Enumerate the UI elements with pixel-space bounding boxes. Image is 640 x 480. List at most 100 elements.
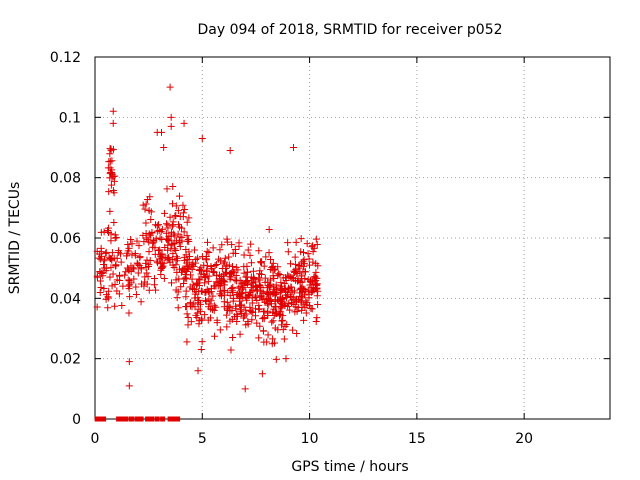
data-point <box>139 201 147 209</box>
data-point <box>257 271 265 279</box>
zero-marker <box>154 416 160 422</box>
data-point <box>293 330 301 338</box>
data-point <box>311 277 319 285</box>
data-point <box>276 312 284 320</box>
data-point <box>220 281 228 289</box>
data-point <box>217 279 225 287</box>
data-point <box>174 288 182 296</box>
x-tick-label: 20 <box>515 431 533 447</box>
data-point <box>252 283 260 291</box>
data-point <box>239 285 247 293</box>
data-point <box>228 241 236 249</box>
data-point <box>125 358 133 366</box>
zero-marker <box>175 416 181 422</box>
data-point <box>160 209 168 217</box>
x-tick-label: 0 <box>91 431 100 447</box>
data-point <box>107 264 115 272</box>
data-point <box>292 238 300 246</box>
data-point <box>237 301 245 309</box>
data-point <box>184 314 192 322</box>
data-point <box>226 275 234 283</box>
axis-ticks: 0 5 10 15 20 0 0.02 0.04 0.06 0.08 0.1 0.12 <box>50 50 610 447</box>
data-point <box>274 263 282 271</box>
data-point <box>160 144 168 151</box>
data-point <box>253 319 261 327</box>
data-point <box>155 226 163 234</box>
data-point <box>153 257 161 265</box>
data-point <box>145 248 153 256</box>
data-point <box>312 235 320 243</box>
data-point <box>247 284 255 292</box>
data-point <box>263 284 271 292</box>
zero-marker <box>128 416 134 422</box>
data-point <box>232 305 240 313</box>
data-point <box>109 172 117 180</box>
data-point <box>304 250 312 258</box>
data-point <box>157 266 165 274</box>
data-point <box>135 242 143 250</box>
data-point <box>281 280 289 288</box>
data-point <box>297 272 305 280</box>
data-point <box>297 248 305 256</box>
data-point <box>121 271 129 279</box>
data-point <box>217 272 225 280</box>
data-point <box>167 113 175 121</box>
data-point <box>131 250 139 258</box>
data-point <box>268 318 276 326</box>
data-point <box>116 272 124 280</box>
data-point <box>130 275 138 283</box>
data-point <box>172 261 180 269</box>
data-point <box>232 250 240 258</box>
data-point <box>164 246 172 254</box>
data-point <box>125 244 133 252</box>
data-point <box>205 248 213 256</box>
data-point <box>183 218 191 226</box>
data-point <box>229 283 237 291</box>
data-point <box>118 302 126 310</box>
data-point <box>223 238 231 246</box>
data-point <box>172 253 180 261</box>
data-point <box>106 273 114 281</box>
data-point <box>289 274 297 282</box>
data-point <box>284 302 292 310</box>
data-point <box>256 322 264 330</box>
data-point <box>144 196 152 204</box>
data-point <box>260 308 268 316</box>
data-point <box>198 287 206 295</box>
zero-marker <box>123 416 129 422</box>
data-point <box>213 260 221 268</box>
data-point <box>172 202 180 210</box>
data-point <box>255 305 263 313</box>
data-point <box>165 233 173 241</box>
data-point <box>227 284 235 292</box>
data-point <box>235 239 243 247</box>
data-point <box>108 249 116 257</box>
data-point <box>180 228 188 236</box>
data-point <box>246 303 254 311</box>
data-point <box>204 316 212 324</box>
data-point <box>107 145 115 153</box>
data-point <box>274 326 282 334</box>
data-point <box>105 188 113 196</box>
data-point <box>113 254 121 262</box>
data-point <box>110 219 118 227</box>
data-point <box>310 273 318 281</box>
data-point <box>125 382 133 390</box>
data-point <box>166 83 174 91</box>
data-point <box>142 263 150 271</box>
data-point <box>173 254 181 262</box>
data-point <box>96 289 104 297</box>
data-point <box>247 259 255 267</box>
y-tick-label: 0.12 <box>50 50 81 66</box>
data-point <box>314 301 322 309</box>
x-tick-label: 5 <box>198 431 207 447</box>
data-point <box>192 280 200 288</box>
data-point <box>191 246 199 254</box>
data-point <box>167 279 175 287</box>
data-point <box>111 234 119 242</box>
data-point <box>255 247 263 255</box>
data-point <box>158 128 166 136</box>
data-point <box>192 256 200 264</box>
data-point <box>169 182 177 190</box>
zero-marker <box>160 416 166 422</box>
